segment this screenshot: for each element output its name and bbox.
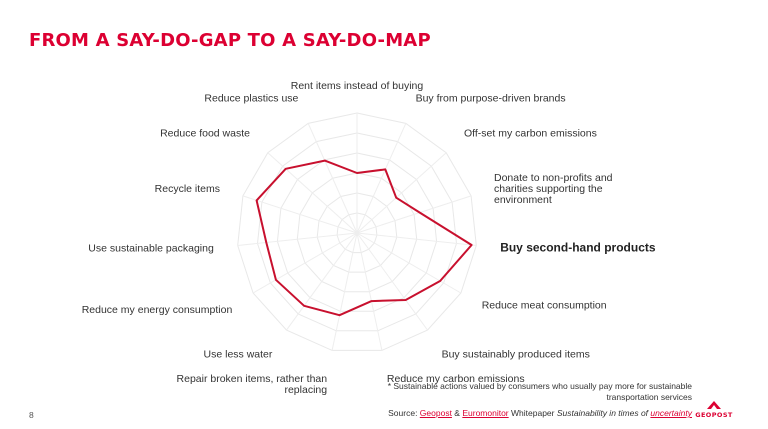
source-citation: Source: Geopost & Euromonitor Whitepaper… (388, 408, 692, 418)
grid-ring (296, 172, 418, 293)
footnote: * Sustainable actions valued by consumer… (387, 381, 692, 402)
source-prefix: Source: (388, 408, 420, 418)
axis-label: Rent items instead of buying (291, 80, 424, 92)
axis-label: Reduce food waste (160, 128, 250, 140)
grid-spoke (307, 123, 358, 234)
geopost-logo: GEOPOST (692, 400, 736, 422)
radar-series (255, 159, 473, 317)
axis-label: Donate to non-profits and charities suppo… (494, 172, 613, 206)
axis-label: Off-set my carbon emissions (464, 128, 597, 140)
source-mid: Whitepaper (508, 408, 557, 418)
grid-spoke (356, 232, 477, 246)
grid-spoke (356, 195, 472, 234)
grid-ring (336, 212, 378, 254)
source-title-b[interactable]: uncertainty (650, 408, 692, 418)
grid-spoke (356, 123, 407, 234)
axis-label: Buy second-hand products (500, 241, 656, 255)
grid-spoke (356, 152, 447, 234)
grid-spoke (356, 232, 462, 294)
grid-spoke (267, 152, 358, 234)
geopost-arrow-icon (707, 401, 721, 409)
logo-wordmark: GEOPOST (695, 411, 733, 419)
grid-spoke (356, 232, 383, 351)
axis-label: Reduce plastics use (204, 92, 298, 104)
axis-label: Recycle items (155, 183, 220, 195)
axis-label: Buy from purpose-driven brands (416, 92, 566, 104)
page-number: 8 (29, 410, 34, 420)
source-link-euromonitor[interactable]: Euromonitor (462, 408, 509, 418)
grid-spoke (356, 232, 428, 331)
page-title: FROM A SAY-DO-GAP TO A SAY-DO-MAP (29, 30, 431, 51)
grid-ring (316, 192, 398, 273)
source-link-geopost[interactable]: Geopost (419, 408, 452, 418)
axis-label: Reduce my energy consumption (82, 304, 233, 316)
axis-label: Use less water (204, 349, 273, 361)
grid-ring (276, 152, 438, 312)
axis-label: Buy sustainably produced items (442, 349, 590, 361)
axis-label: Reduce my carbon emissions (387, 373, 525, 385)
source-amp: & (451, 408, 463, 418)
axis-label: Use sustainable packaging (88, 243, 214, 255)
grid-spoke (252, 232, 358, 294)
grid-spoke (286, 232, 358, 331)
axis-label: Reduce meat consumption (482, 300, 607, 312)
axis-label: Repair broken items, rather than replacin… (177, 373, 328, 396)
grid-spoke (331, 232, 358, 351)
grid-spoke (237, 232, 358, 246)
grid-spoke (242, 195, 358, 234)
grid-ring (237, 112, 477, 351)
source-title-a: Sustainability in times of (556, 408, 651, 418)
series-line (255, 159, 473, 317)
radar-grid (237, 112, 477, 351)
